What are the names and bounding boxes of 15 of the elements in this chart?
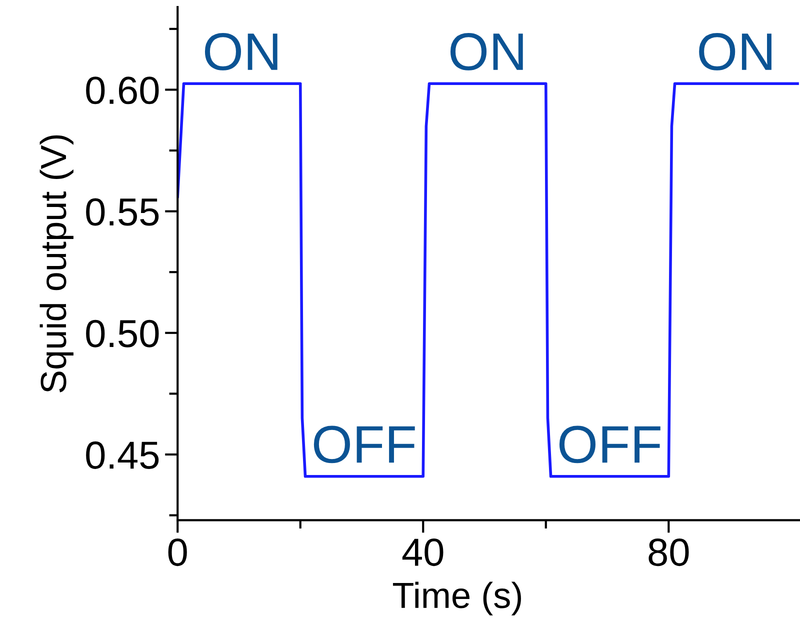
y-tick-label: 0.55 xyxy=(86,198,159,226)
y-axis-title: Squid output (V) xyxy=(40,135,74,392)
y-tick-label: 0.45 xyxy=(86,441,159,469)
x-tick-label: 80 xyxy=(648,538,689,566)
x-tick-label: 0 xyxy=(168,538,187,566)
annotation: OFF xyxy=(559,426,660,464)
annotation: ON xyxy=(204,33,278,70)
annotation: ON xyxy=(450,33,523,70)
x-tick-label: 40 xyxy=(402,538,444,566)
y-tick-label: 0.50 xyxy=(86,320,159,348)
annotation: ON xyxy=(699,33,772,70)
annotation: OFF xyxy=(314,426,415,464)
y-tick-label: 0.60 xyxy=(86,76,159,104)
x-axis-title: Time (s) xyxy=(392,582,521,616)
line-series xyxy=(178,82,799,478)
